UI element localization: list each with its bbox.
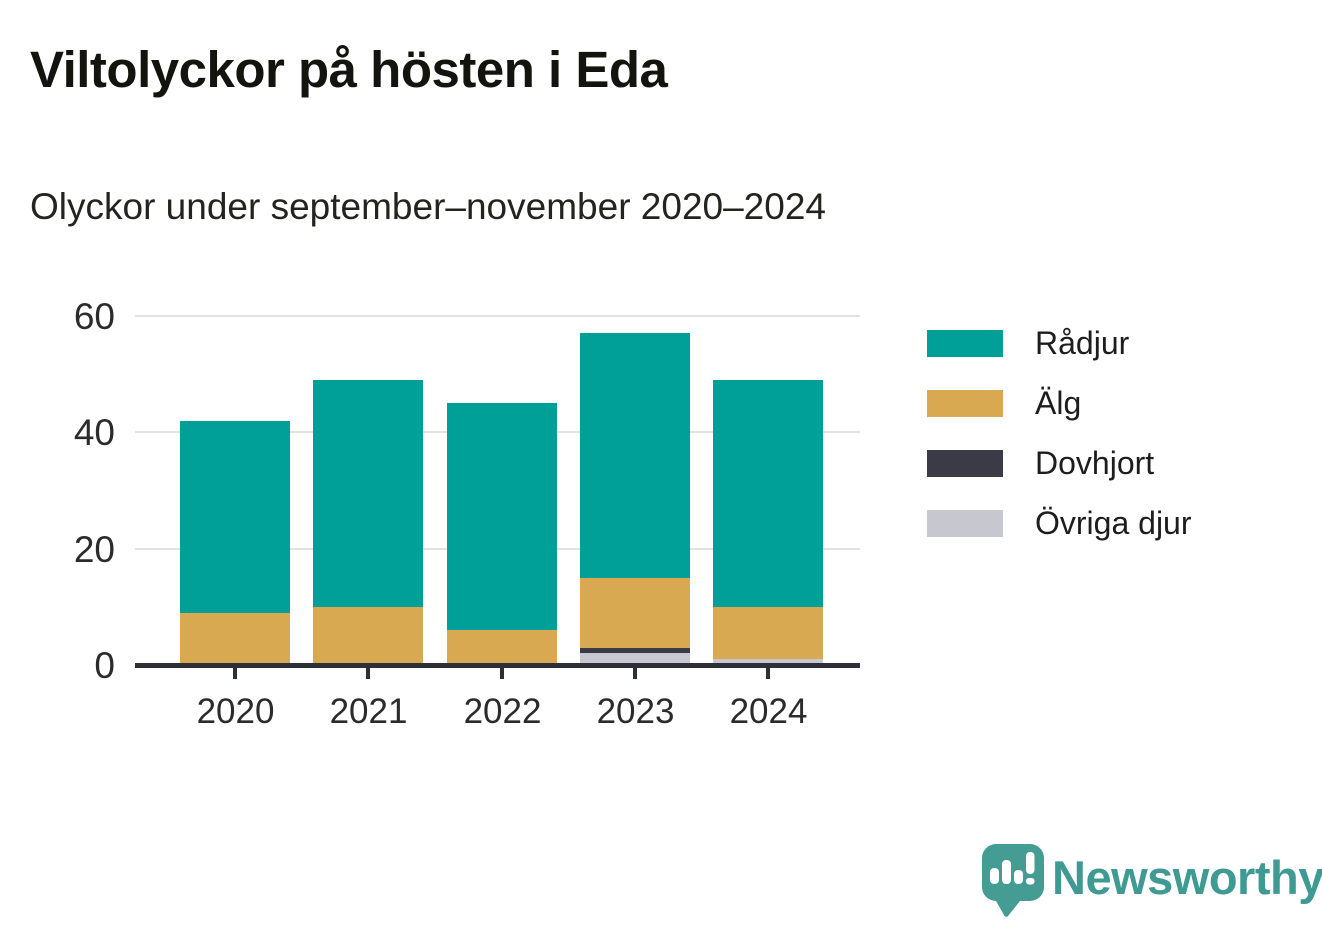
x-axis-tick-label: 2020 [196,692,275,731]
legend-label: Älg [1035,385,1082,421]
x-axis-tick-label: 2023 [596,692,675,731]
bar-segment-2022 [447,403,557,631]
x-axis-line [135,663,860,668]
bar-segment-2021 [313,606,423,665]
legend-swatch [927,450,1003,477]
newsworthy-branding: Newsworthy [982,844,1322,922]
legend-swatch [927,330,1003,357]
x-axis-tick [766,667,770,679]
x-axis-tick-label: 2022 [463,692,542,731]
newsworthy-logo-icon [982,844,1044,917]
x-axis-tick [366,667,370,679]
chart-subtitle: Olyckor under september–november 2020–20… [30,186,826,227]
x-axis-tick-label: 2024 [729,692,808,731]
y-axis-tick-label: 20 [73,528,115,570]
y-axis-tick-label: 40 [73,412,115,454]
legend-label: Rådjur [1035,325,1130,361]
bar-segment-2021 [313,379,423,607]
newsworthy-logo-text: Newsworthy [1052,851,1322,904]
x-axis-tick-label: 2021 [329,692,408,731]
chart-title: Viltolyckor på hösten i Eda [30,41,668,98]
legend-label: Övriga djur [1035,505,1192,541]
legend-label: Dovhjort [1035,445,1155,481]
bar-segment-2023 [580,653,690,665]
legend-item: Rådjur [927,325,1192,361]
bar-segment-2024 [713,606,823,660]
x-axis-tick [500,667,504,679]
bar-segment-2020 [180,612,290,665]
bar-segment-2023 [580,333,690,578]
chart-legend: Rådjur Älg Dovhjort Övriga djur [927,325,1192,570]
bar-segment-2020 [180,420,290,613]
legend-item: Älg [927,385,1192,421]
legend-item: Övriga djur [927,505,1192,541]
y-gridline [135,315,860,317]
y-axis-tick-label: 0 [94,645,115,686]
bar-segment-2024 [713,379,823,607]
bar-segment-2024 [713,659,823,665]
bar-segment-2023 [580,577,690,648]
y-axis-tick-label: 60 [73,296,115,337]
bar-segment-2022 [447,630,557,665]
legend-swatch [927,510,1003,537]
x-axis-tick [233,667,237,679]
x-axis-tick [633,667,637,679]
bar-segment-2023 [580,647,690,654]
legend-swatch [927,390,1003,417]
legend-item: Dovhjort [927,445,1192,481]
